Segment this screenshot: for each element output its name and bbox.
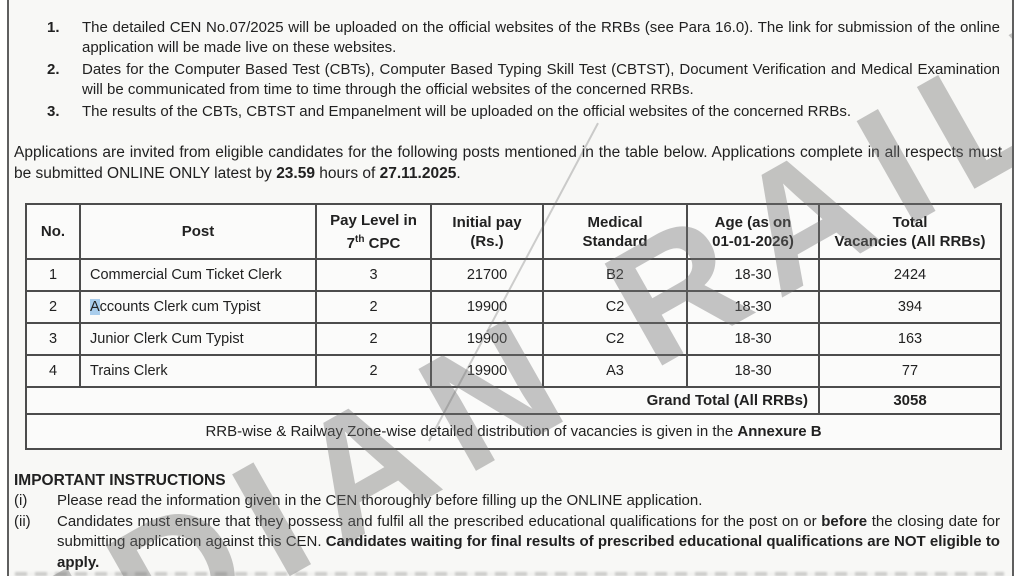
initial-pay-line1: Initial pay — [452, 213, 522, 231]
not-eligible-emphasis: Candidates waiting for final results of … — [57, 533, 1000, 571]
cell-medical: C2 — [542, 290, 688, 324]
instruction-item-i: (i) Please read the information given in… — [14, 491, 1000, 512]
annexure-b-reference: Annexure B — [737, 423, 822, 440]
cell-age: 18-30 — [686, 258, 820, 292]
annexure-note-row: RRB-wise & Railway Zone-wise detailed di… — [25, 413, 1002, 450]
table-row: 1 Commercial Cum Ticket Clerk 3 21700 B2… — [25, 258, 1002, 292]
cell-no: 3 — [25, 322, 81, 356]
important-instructions-section: IMPORTANT INSTRUCTIONS (i) Please read t… — [14, 470, 1000, 573]
instruction-text: Please read the information given in the… — [57, 492, 703, 509]
column-header-post: Post — [79, 203, 317, 260]
instruction-number: (ii) — [14, 512, 31, 530]
total-line1: Total — [892, 213, 928, 231]
intro-item-text: The detailed CEN No.07/2025 will be uplo… — [82, 19, 1000, 56]
cell-post-rest: ccounts Clerk cum Typist — [99, 299, 261, 315]
pay-level-superscript: th — [355, 233, 365, 245]
intro-item-text: Dates for the Computer Based Test (CBTs)… — [82, 61, 1000, 98]
cell-total: 2424 — [818, 258, 1002, 292]
intro-item-number: 1. — [47, 19, 60, 36]
pay-level-cpc: CPC — [364, 234, 401, 252]
cell-medical: C2 — [542, 322, 688, 356]
document-content: 1. The detailed CEN No.07/2025 will be u… — [9, 0, 1012, 573]
intro-item-2: 2. Dates for the Computer Based Test (CB… — [47, 60, 1000, 100]
deadline-time: 23.59 — [276, 164, 315, 182]
column-header-medical: Medical Standard — [542, 203, 688, 260]
cell-initial-pay: 21700 — [430, 258, 544, 292]
document-page: INDIAN RAILWAY 1. The detailed CEN No.07… — [7, 0, 1014, 576]
cell-no: 1 — [25, 258, 81, 292]
medical-line2: Standard — [582, 232, 648, 250]
cell-post: Junior Clerk Cum Typist — [79, 322, 317, 356]
cell-age: 18-30 — [686, 354, 820, 388]
total-line2: Vacancies (All RRBs) — [834, 232, 986, 250]
age-line2: 01-01-2026) — [712, 232, 794, 250]
pay-level-line2: 7th CPC — [318, 230, 429, 253]
cell-total: 163 — [818, 322, 1002, 356]
pay-level-number: 7 — [346, 234, 356, 252]
table-header-row: No. Post Pay Level in 7th CPC Initial pa… — [25, 203, 1002, 260]
table-row: 2 Accounts Clerk cum Typist 2 19900 C2 1… — [25, 290, 1002, 324]
instruction-number: (i) — [14, 492, 28, 509]
intro-list: 1. The detailed CEN No.07/2025 will be u… — [47, 18, 1000, 122]
cell-pay-level: 3 — [315, 258, 432, 292]
column-header-pay-level: Pay Level in 7th CPC — [315, 203, 432, 260]
apply-text: Applications are invited from eligible c… — [14, 144, 1002, 182]
cell-post: Trains Clerk — [79, 354, 317, 388]
instruction-text-part: Candidates must ensure that they possess… — [57, 512, 822, 530]
cell-post: Commercial Cum Ticket Clerk — [79, 258, 317, 292]
instruction-item-ii: (ii) Candidates must ensure that they po… — [14, 512, 1000, 574]
intro-item-3: 3. The results of the CBTs, CBTST and Em… — [47, 102, 1000, 122]
cell-pay-level: 2 — [315, 290, 432, 324]
cell-post: Accounts Clerk cum Typist — [79, 290, 317, 324]
cell-total: 394 — [818, 290, 1002, 324]
text-selection-highlight: A — [90, 299, 100, 315]
cell-no: 4 — [25, 354, 81, 388]
instruction-text: Candidates must ensure that they possess… — [57, 512, 1000, 574]
apply-text: hours of — [314, 164, 380, 182]
intro-item-number: 2. — [47, 61, 60, 78]
annexure-note: RRB-wise & Railway Zone-wise detailed di… — [25, 413, 1002, 450]
cell-medical: B2 — [542, 258, 688, 292]
column-header-no: No. — [25, 203, 81, 260]
grand-total-value: 3058 — [818, 386, 1002, 415]
cell-initial-pay: 19900 — [430, 322, 544, 356]
cell-no: 2 — [25, 290, 81, 324]
table-row: 3 Junior Clerk Cum Typist 2 19900 C2 18-… — [25, 322, 1002, 356]
cell-age: 18-30 — [686, 290, 820, 324]
grand-total-label: Grand Total (All RRBs) — [25, 386, 820, 415]
column-header-age: Age (as on 01-01-2026) — [686, 203, 820, 260]
column-header-initial-pay: Initial pay (Rs.) — [430, 203, 544, 260]
column-header-total-vacancies: Total Vacancies (All RRBs) — [818, 203, 1002, 260]
intro-item-text: The results of the CBTs, CBTST and Empan… — [82, 103, 852, 120]
cell-pay-level: 2 — [315, 322, 432, 356]
cell-age: 18-30 — [686, 322, 820, 356]
cell-initial-pay: 19900 — [430, 290, 544, 324]
cell-initial-pay: 19900 — [430, 354, 544, 388]
important-instructions-heading: IMPORTANT INSTRUCTIONS — [14, 472, 226, 489]
grand-total-row: Grand Total (All RRBs) 3058 — [25, 386, 1002, 415]
age-line1: Age (as on — [714, 213, 792, 231]
medical-line1: Medical — [587, 213, 643, 231]
deadline-date: 27.11.2025 — [379, 164, 457, 182]
applications-invited-paragraph: Applications are invited from eligible c… — [14, 143, 1002, 184]
cutoff-next-line — [15, 572, 1004, 576]
pay-level-line1: Pay Level in — [330, 211, 417, 229]
annexure-note-text: RRB-wise & Railway Zone-wise detailed di… — [205, 423, 738, 440]
intro-item-1: 1. The detailed CEN No.07/2025 will be u… — [47, 18, 1000, 58]
before-emphasis: before — [821, 512, 868, 530]
initial-pay-line2: (Rs.) — [470, 232, 504, 250]
instruction-text-part: the closing date for submitting applicat… — [57, 512, 1000, 551]
intro-item-number: 3. — [47, 103, 60, 120]
apply-text: . — [456, 164, 461, 182]
table-row: 4 Trains Clerk 2 19900 A3 18-30 77 — [25, 354, 1002, 388]
cell-medical: A3 — [542, 354, 688, 388]
vacancy-table: No. Post Pay Level in 7th CPC Initial pa… — [25, 203, 1002, 450]
cell-total: 77 — [818, 354, 1002, 388]
cell-pay-level: 2 — [315, 354, 432, 388]
